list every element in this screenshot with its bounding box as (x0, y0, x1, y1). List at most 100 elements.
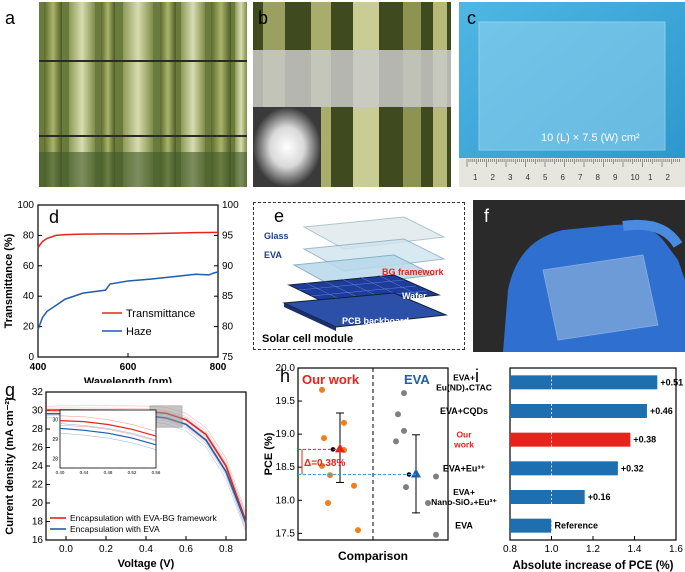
bar-label: +0.32 (621, 463, 644, 473)
y-tick-label: 19.5 (276, 396, 296, 407)
inset-frame (59, 409, 157, 469)
ruler-number: 7 (578, 173, 583, 182)
data-point (433, 473, 439, 480)
data-point (401, 427, 407, 434)
x-tick-label: 0.8 (503, 544, 517, 555)
ruler-number: 3 (508, 173, 513, 182)
y-tick-label: 24 (32, 461, 44, 472)
x-tick-label: 1.0 (545, 544, 559, 555)
legend-label: Haze (126, 326, 152, 338)
y-tick-label: 60 (23, 261, 35, 272)
y-tick-label: 40 (23, 291, 35, 302)
bar (510, 461, 618, 476)
label-b: b (258, 8, 269, 28)
x-tick-label: 1.6 (669, 544, 683, 555)
ruler-number: 2 (666, 173, 671, 182)
label-i: i (475, 366, 479, 386)
data-point (319, 386, 325, 393)
y-tick-label: 18.5 (276, 462, 296, 473)
x-tick-label: 0.8 (219, 544, 233, 555)
legend-label: Encapsulation with EVA-BG framework (70, 513, 218, 523)
group-label: Our work (302, 372, 360, 387)
bar-label: +0.51 (660, 377, 683, 387)
bar (510, 490, 585, 504)
group-label: EVA (404, 372, 430, 387)
ruler-number: 10 (631, 173, 640, 182)
y-tick-label: 19.0 (276, 429, 296, 440)
layer-eva: EVA (264, 250, 282, 260)
category-label: EVA+ (453, 487, 475, 497)
bar-label: +0.46 (650, 406, 673, 416)
legend-label: Transmittance (126, 308, 195, 320)
film-sample-photo: 1 2 3 4 5 6 7 8 9 10 1 2 (459, 2, 685, 187)
size-caption: 10 (L) × 7.5 (W) cm² (541, 132, 640, 144)
y-axis-label: Transmittance (%) (3, 233, 15, 328)
x-tick-label: 0.6 (179, 544, 193, 555)
ruler-number: 5 (543, 173, 548, 182)
inset-x-tick-label: 0.40 (56, 470, 65, 475)
data-point (327, 472, 333, 479)
label-c: c (467, 8, 476, 28)
panel-b (253, 2, 451, 187)
panel-e: Glass EVA BG framework Wafer PCB backboa… (253, 202, 465, 350)
y2-tick-label: 100 (222, 200, 239, 211)
category-label: EVA+ (453, 372, 475, 382)
y2-tick-label: 95 (222, 230, 234, 241)
x-tick-label: 400 (30, 362, 47, 373)
inset-line (59, 427, 157, 446)
series-line-0 (37, 231, 219, 249)
y-tick-label: 80 (23, 230, 35, 241)
inset-y-tick-label: 30 (52, 418, 58, 424)
bar (510, 518, 552, 533)
layer-wafer: Wafer (402, 291, 427, 301)
y2-tick-label: 90 (222, 261, 234, 272)
glove-photo (473, 200, 685, 352)
film-photo (253, 2, 451, 187)
label-e: e (274, 206, 285, 226)
x-tick-label: 800 (210, 362, 227, 373)
inset-y-tick-label: 29 (52, 437, 58, 443)
label-g: g (5, 380, 16, 400)
bar-label: +0.38 (633, 435, 656, 445)
panel-a (39, 2, 247, 187)
y-tick-label: 28 (32, 424, 44, 435)
y-tick-label: 22 (32, 480, 44, 491)
y-tick-label: 0 (28, 352, 34, 363)
y-axis-label: Current density (mA cm⁻²) (4, 397, 16, 535)
plot-frame (509, 367, 677, 541)
category-label: EVA+Eu³⁺ (443, 463, 486, 473)
ruler-number: 4 (526, 173, 531, 182)
y-tick-label: 100 (17, 200, 34, 211)
x-axis-label: Absolute increase of PCE (%) (512, 560, 673, 572)
label-h: h (280, 366, 291, 386)
y-tick-label: 30 (32, 406, 44, 417)
y-tick-label: 16 (32, 535, 44, 546)
bar (510, 375, 658, 390)
layer-pcb: PCB backboard (342, 316, 410, 326)
label-d: d (49, 207, 60, 227)
ruler-number: 8 (596, 173, 601, 182)
inset-y-tick-label: 28 (52, 456, 58, 462)
category-label: Our (456, 430, 472, 440)
mean-marker (335, 443, 345, 453)
inset-x-tick-label: 0.52 (128, 470, 137, 475)
data-point (403, 484, 409, 491)
ruler-number: 6 (561, 173, 566, 182)
inset-line (59, 420, 157, 437)
data-point (319, 462, 325, 469)
y-tick-label: 32 (32, 387, 44, 398)
inset-line (59, 415, 157, 432)
inset-line (59, 423, 157, 441)
ruler-number: 1 (473, 173, 478, 182)
ruler-number: 2 (491, 173, 496, 182)
y-tick-label: 17.5 (276, 528, 296, 539)
inset-line (59, 432, 157, 450)
inset-x-tick-label: 0.48 (104, 470, 113, 475)
bar-label: Reference (555, 521, 599, 531)
inset-line (59, 425, 157, 442)
chart-h: 17.5 18.0 18.5 19.0 19.5 20.0 Comparison PCE (%… (263, 363, 449, 563)
data-point (395, 411, 401, 418)
x-axis-label: Voltage (V) (118, 558, 175, 570)
y2-tick-label: 80 (222, 322, 234, 333)
data-point (393, 438, 399, 445)
